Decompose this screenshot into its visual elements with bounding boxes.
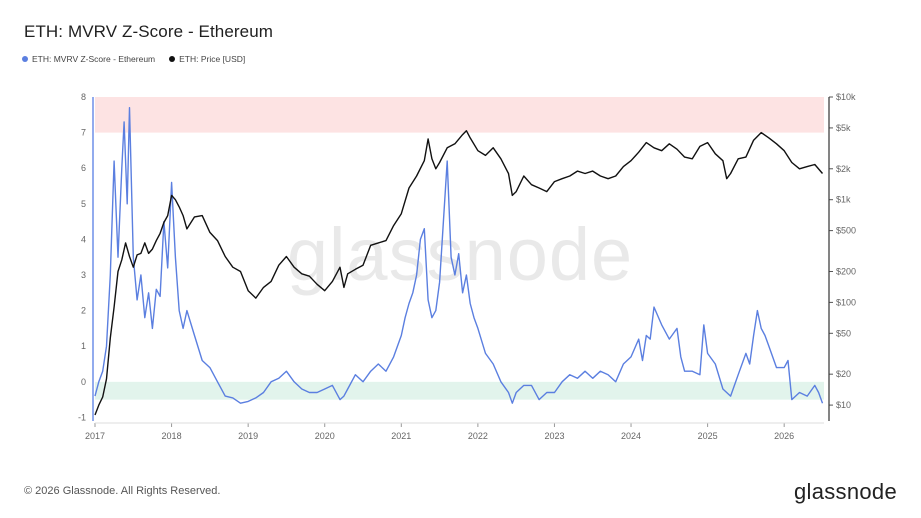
- y-left-tick-label: 7: [81, 128, 86, 138]
- y-right-tick-label: $50: [836, 328, 851, 338]
- legend-label-zscore: ETH: MVRV Z-Score - Ethereum: [32, 54, 156, 64]
- y-left-tick-label: 2: [81, 306, 86, 316]
- copyright-footer: © 2026 Glassnode. All Rights Reserved.: [24, 485, 221, 497]
- y-right-tick-label: $100: [836, 297, 856, 307]
- y-right-tick-label: $5k: [836, 123, 851, 133]
- y-left-tick-label: 3: [81, 270, 86, 280]
- x-tick-label: 2022: [468, 431, 488, 441]
- legend-dot-zscore: [22, 56, 28, 62]
- x-tick-label: 2025: [698, 431, 718, 441]
- glassnode-logo: glassnode: [794, 479, 897, 504]
- x-tick-label: 2026: [774, 431, 794, 441]
- x-tick-label: 2023: [544, 431, 564, 441]
- x-tick-label: 2020: [315, 431, 335, 441]
- legend: ETH: MVRV Z-Score - Ethereum ETH: Price …: [22, 54, 245, 64]
- overvalued-band: [95, 97, 824, 133]
- chart-title: ETH: MVRV Z-Score - Ethereum: [24, 22, 274, 41]
- y-right-tick-label: $500: [836, 226, 856, 236]
- y-left-tick-label: -1: [78, 412, 86, 422]
- y-right-tick-label: $20: [836, 369, 851, 379]
- watermark: glassnode: [287, 213, 633, 296]
- y-right-tick-label: $1k: [836, 195, 851, 205]
- legend-item-zscore[interactable]: ETH: MVRV Z-Score - Ethereum: [22, 54, 155, 64]
- mvrv-zscore-line: [94, 106, 824, 404]
- x-tick-label: 2024: [621, 431, 641, 441]
- legend-dot-price: [169, 56, 176, 62]
- y-right-tick-label: $10: [836, 400, 851, 410]
- y-right-tick-label: $10k: [836, 92, 856, 102]
- x-tick-label: 2018: [162, 431, 182, 441]
- y-right-tick-label: $2k: [836, 164, 851, 174]
- y-left-tick-label: 0: [81, 377, 86, 387]
- x-tick-label: 2021: [391, 431, 411, 441]
- y-left-tick-label: 8: [81, 92, 86, 102]
- x-tick-label: 2017: [85, 431, 105, 441]
- x-tick-label: 2019: [238, 431, 258, 441]
- y-left-tick-label: 1: [81, 341, 86, 351]
- y-left-tick-label: 4: [81, 234, 86, 244]
- legend-label-price: ETH: Price [USD]: [179, 54, 246, 64]
- y-right-tick-label: $200: [836, 266, 856, 276]
- y-left-tick-label: 5: [81, 199, 86, 209]
- undervalued-band: [95, 381, 824, 400]
- y-left-tick-label: 6: [81, 163, 86, 173]
- eth-price-line: [94, 129, 824, 416]
- legend-item-price[interactable]: ETH: Price [USD]: [169, 54, 245, 64]
